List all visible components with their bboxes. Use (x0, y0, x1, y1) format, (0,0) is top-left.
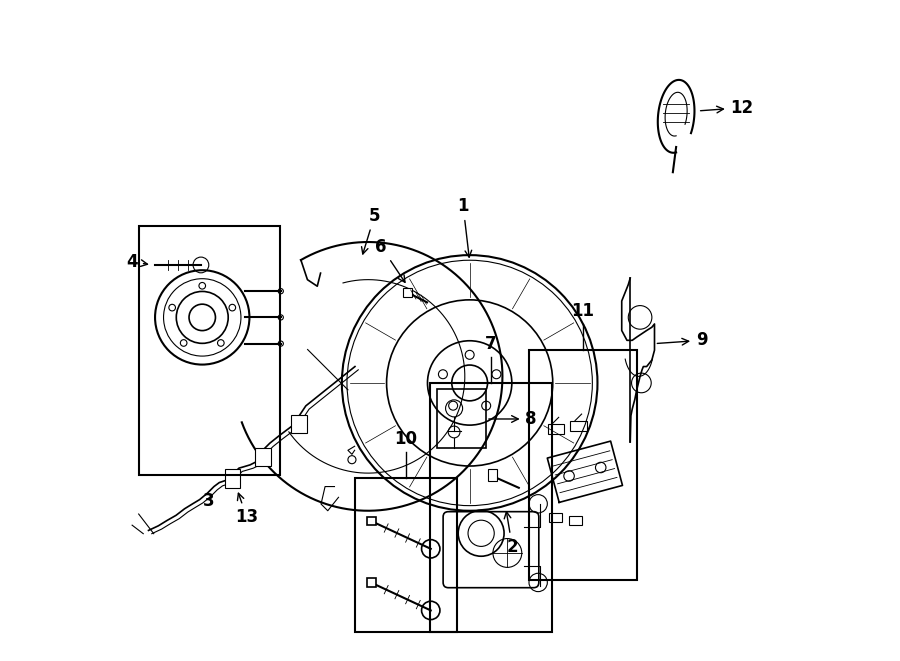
Bar (571, 420, 587, 431)
Text: 12: 12 (700, 98, 753, 116)
Text: 11: 11 (572, 302, 594, 320)
Text: 6: 6 (375, 237, 405, 282)
Text: 3: 3 (203, 492, 215, 510)
Text: 10: 10 (394, 430, 418, 447)
Bar (403, 288, 412, 297)
Text: 9: 9 (657, 331, 707, 349)
Bar (569, 516, 581, 525)
Bar (292, 415, 307, 434)
Bar (139, 225, 280, 475)
Bar (367, 578, 375, 587)
Bar (488, 469, 497, 481)
Text: 1: 1 (457, 197, 472, 257)
Bar (224, 469, 240, 488)
Bar (528, 350, 637, 580)
Text: 8: 8 (489, 410, 537, 428)
Text: 4: 4 (126, 253, 148, 270)
Text: 7: 7 (485, 334, 497, 352)
Bar (430, 383, 552, 632)
Bar (547, 424, 564, 434)
Bar (436, 389, 486, 448)
Bar (355, 478, 456, 632)
Text: 13: 13 (235, 493, 258, 526)
Bar (549, 513, 562, 522)
Bar (367, 517, 375, 525)
Bar (256, 447, 271, 466)
Text: 2: 2 (504, 512, 518, 556)
Text: 5: 5 (362, 206, 381, 254)
